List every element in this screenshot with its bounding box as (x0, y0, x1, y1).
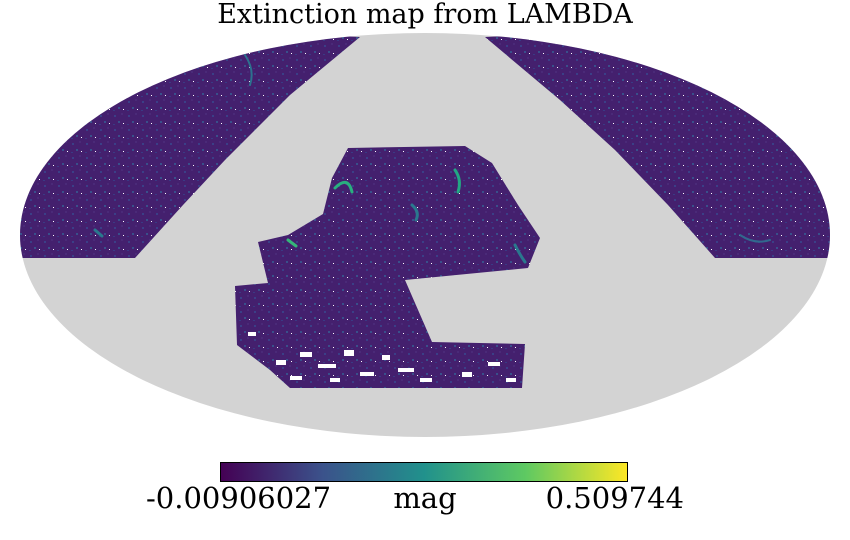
colorbar-max-label: 0.509744 (545, 481, 684, 515)
missing-pixels (248, 332, 516, 382)
footprint-center (235, 146, 540, 388)
colorbar-min-label: -0.00906027 (146, 481, 332, 515)
colorbar (220, 462, 628, 482)
map-title: Extinction map from LAMBDA (217, 0, 633, 30)
bright-structures (93, 54, 771, 264)
colorbar-unit-label: mag (393, 481, 457, 515)
